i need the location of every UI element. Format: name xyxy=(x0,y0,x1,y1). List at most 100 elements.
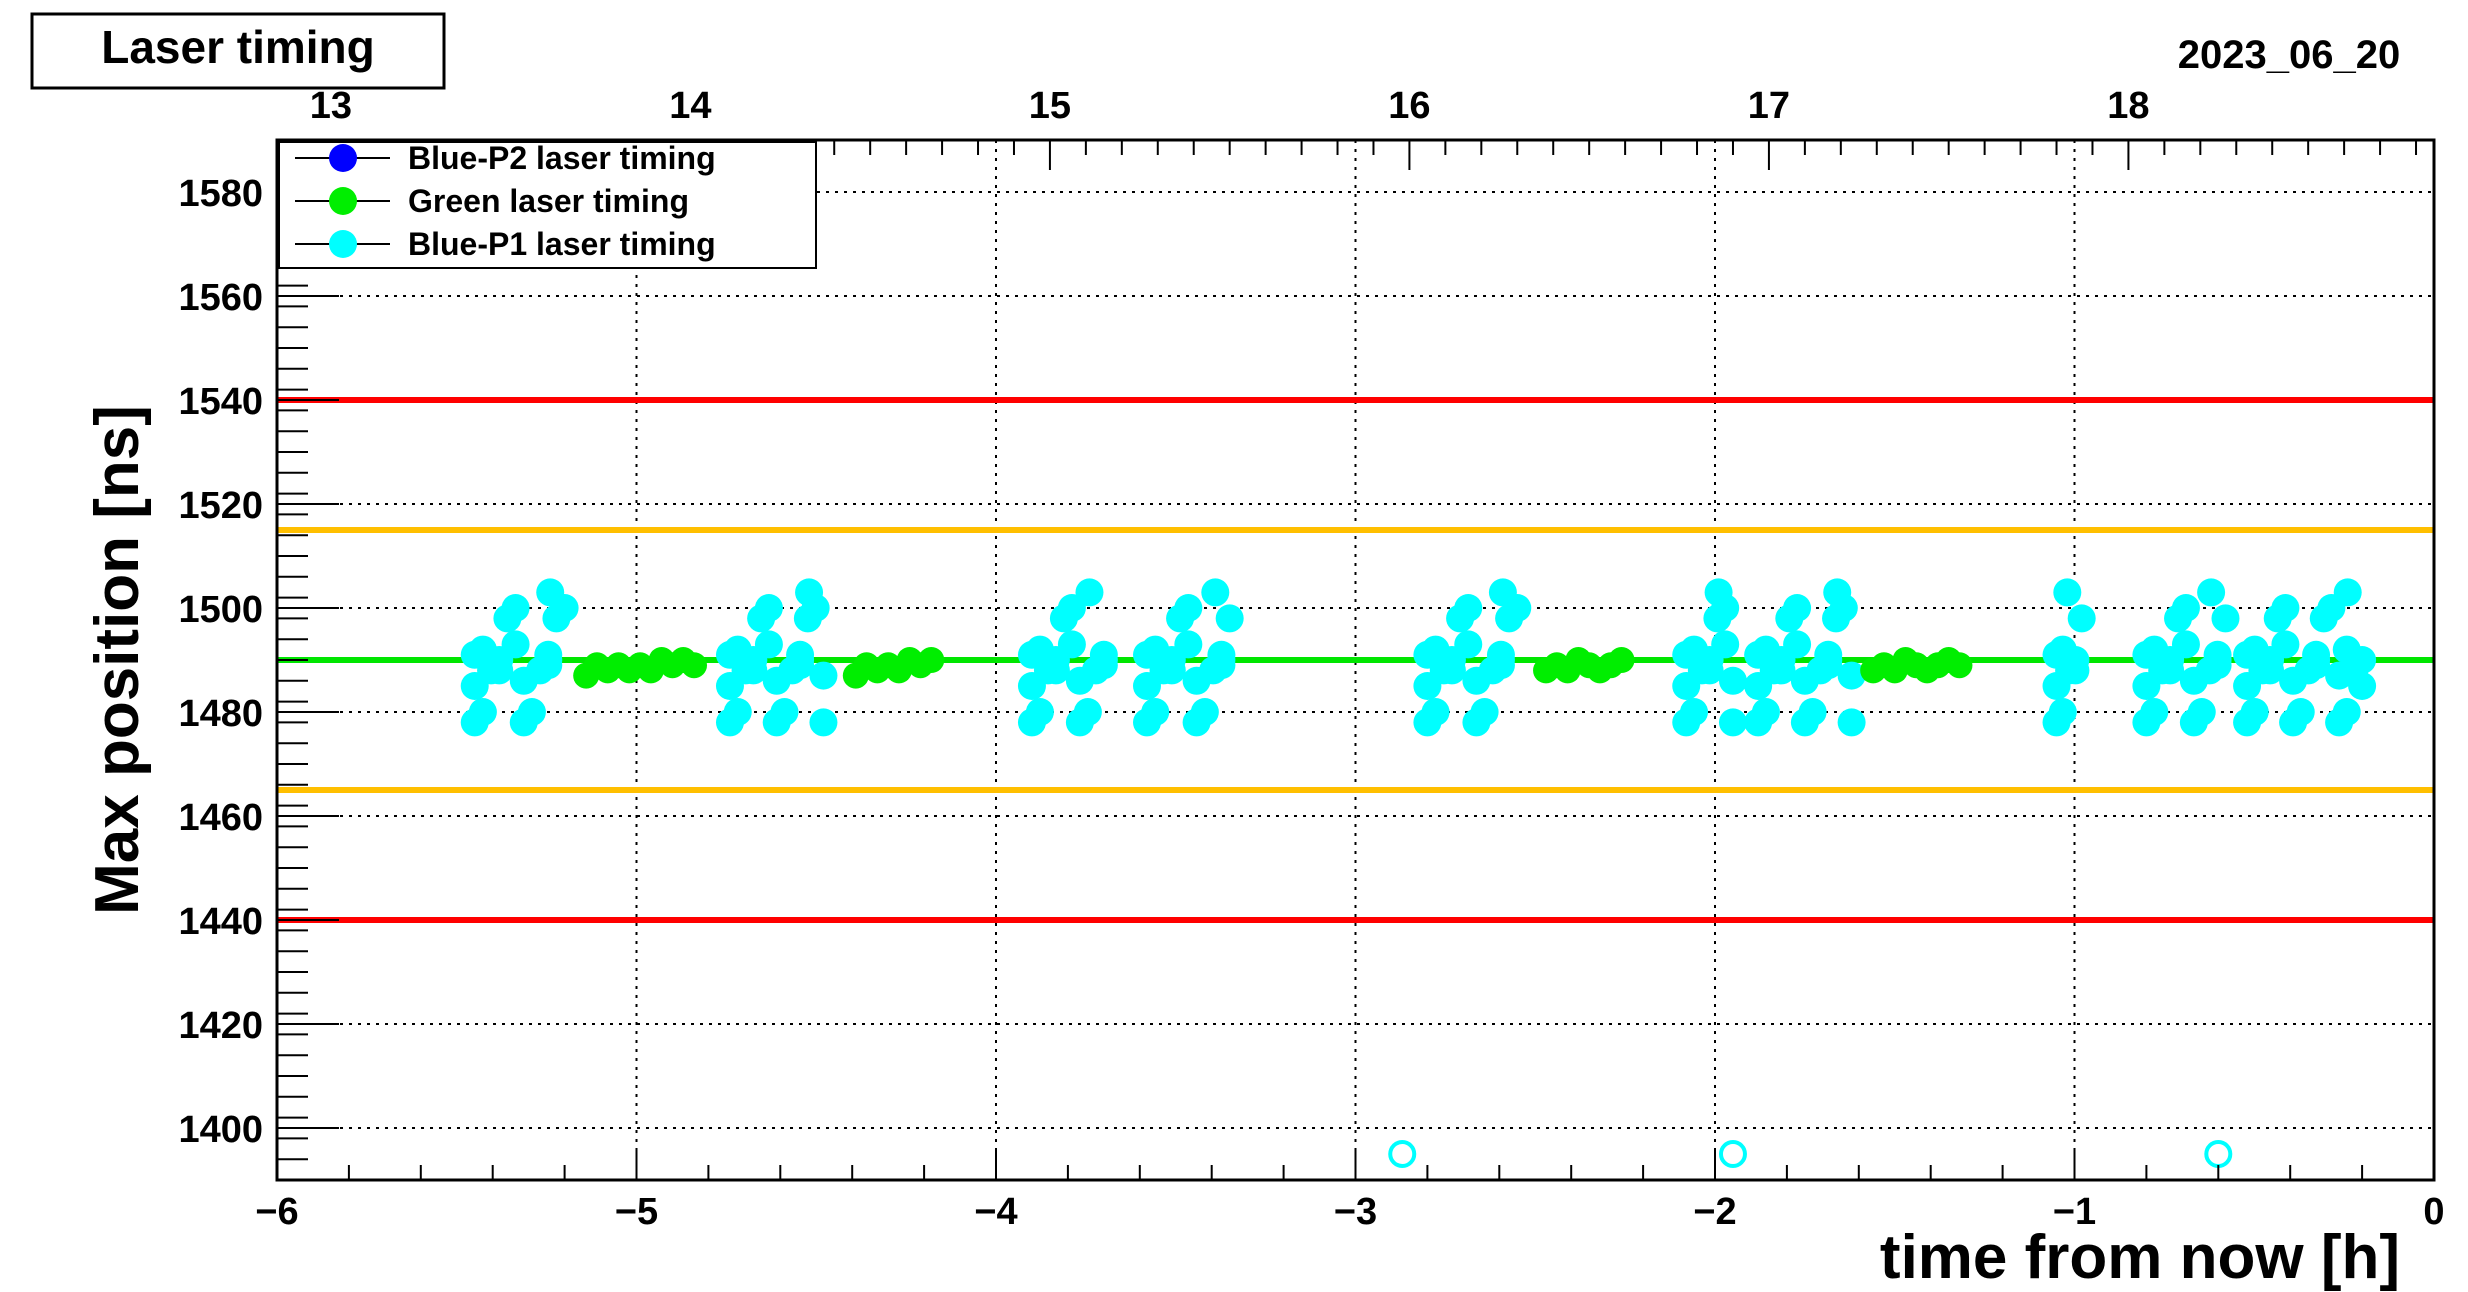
blue-p1-point xyxy=(1837,661,1866,690)
data-points xyxy=(460,578,2377,1168)
blue-p1-point xyxy=(1695,656,1724,685)
blue-p1-point xyxy=(1174,594,1203,622)
blue-p1-point xyxy=(501,630,530,659)
legend-label-green: Green laser timing xyxy=(408,183,689,219)
blue-p1-point xyxy=(1814,640,1843,669)
blue-p1-point xyxy=(1413,640,1442,669)
blue-p1-point xyxy=(1783,594,1812,622)
blue-p1-point xyxy=(1823,578,1852,607)
blue-p1-point xyxy=(2203,640,2232,669)
blue-p1-point xyxy=(517,698,546,726)
blue-p1-point xyxy=(1672,640,1701,669)
blue-p1-point xyxy=(1017,640,1046,669)
y-tick-label: 1560 xyxy=(178,277,263,319)
blue-p1-point xyxy=(1783,630,1812,659)
blue-p1-point xyxy=(536,578,565,607)
blue-p1-point xyxy=(795,578,824,607)
top-tick-label: 16 xyxy=(1388,85,1430,127)
blue-p1-point xyxy=(1089,640,1118,669)
blue-p1-point xyxy=(770,698,799,726)
x-tick-label: 0 xyxy=(2423,1191,2444,1233)
green-point xyxy=(1608,647,1635,673)
blue-p1-point xyxy=(2302,640,2331,669)
blue-p1-point xyxy=(1837,708,1866,737)
blue-p1-point xyxy=(2333,578,2362,607)
blue-p1-point xyxy=(1421,698,1450,726)
blue-p1-point xyxy=(1751,698,1780,726)
legend-item-blue-p2: Blue-P2 laser timing xyxy=(295,140,716,176)
x-tick-label: −1 xyxy=(2053,1191,2096,1233)
legend-frame xyxy=(278,141,817,269)
y-axis-label: Max position [ns] xyxy=(83,405,152,915)
y-tick-label: 1580 xyxy=(178,173,263,215)
x-tick-label: −4 xyxy=(974,1191,1017,1233)
blue-p1-point xyxy=(754,594,783,622)
x-tick-label: −5 xyxy=(615,1191,658,1233)
blue-p1-point xyxy=(1437,656,1466,685)
axes: −6 −5 −4 −3 −2 −1 0 1400 1420 1440 1460 1480 1500 152… xyxy=(178,85,2444,1233)
legend-item-green: Green laser timing xyxy=(295,183,689,219)
x-tick-label: −3 xyxy=(1334,1191,1377,1233)
blue-p1-point xyxy=(1711,630,1740,659)
blue-p1-point xyxy=(2348,672,2377,700)
legend: Blue-P2 laser timing Green laser timing … xyxy=(278,140,817,269)
blue-p1-point xyxy=(2187,698,2216,726)
blue-p1-point xyxy=(2053,578,2082,607)
blue-p1-point xyxy=(1718,708,1747,737)
blue-p1-point xyxy=(1057,630,1086,659)
blue-p1-point xyxy=(2286,698,2315,726)
blue-p1-point xyxy=(2197,578,2226,607)
blue-p1-point xyxy=(2271,594,2300,622)
y-tick-label: 1420 xyxy=(178,1005,263,1047)
blue-p1-point xyxy=(1454,630,1483,659)
blue-p1-point xyxy=(485,656,514,685)
blue-p1-point xyxy=(2061,656,2090,685)
blue-p1-point xyxy=(1798,698,1827,726)
blue-p1-point xyxy=(534,640,563,669)
blue-p1-point xyxy=(1744,640,1773,669)
green-point xyxy=(918,647,945,673)
blue-p1-point xyxy=(2271,630,2300,659)
legend-label-blue-p2: Blue-P2 laser timing xyxy=(408,140,716,176)
legend-marker-blue-p2 xyxy=(329,144,357,172)
blue-p1-point xyxy=(809,661,838,690)
top-tick-label: 18 xyxy=(2107,85,2149,127)
top-tick-label: 13 xyxy=(310,85,352,127)
date-label: 2023_06_20 xyxy=(2178,33,2400,77)
blue-p1-point xyxy=(1157,656,1186,685)
blue-p1-point xyxy=(1141,698,1170,726)
x-tick-label: −2 xyxy=(1693,1191,1736,1233)
blue-p1-point xyxy=(2211,604,2240,633)
y-tick-label: 1440 xyxy=(178,901,263,943)
blue-p1-point xyxy=(460,640,489,669)
blue-p1-point xyxy=(1470,698,1499,726)
y-tick-label: 1460 xyxy=(178,797,263,839)
blue-p1-point xyxy=(723,698,752,726)
x-tick-label: −6 xyxy=(255,1191,298,1233)
blue-p1-outlier-point xyxy=(1388,1140,1417,1168)
blue-p1-point xyxy=(1132,640,1161,669)
legend-marker-green xyxy=(329,187,357,215)
blue-p1-point xyxy=(1767,656,1796,685)
green-point xyxy=(1946,652,1973,679)
blue-p1-point xyxy=(2156,656,2185,685)
blue-p1-point xyxy=(1486,640,1515,669)
grid-lines xyxy=(277,140,2434,1180)
top-tick-label: 14 xyxy=(669,85,711,127)
blue-p1-point xyxy=(468,698,497,726)
blue-p1-point xyxy=(2042,640,2071,669)
blue-p1-point xyxy=(715,640,744,669)
blue-p1-point xyxy=(1215,604,1244,633)
blue-p1-point xyxy=(1190,698,1219,726)
blue-p1-point xyxy=(1174,630,1203,659)
legend-marker-blue-p1 xyxy=(329,230,357,258)
blue-p1-point xyxy=(754,630,783,659)
blue-p1-point xyxy=(2067,604,2096,633)
blue-p1-point xyxy=(2348,646,2377,674)
y-tick-label: 1400 xyxy=(178,1109,263,1151)
y-tick-label: 1500 xyxy=(178,589,263,631)
blue-p1-point xyxy=(2233,640,2262,669)
y-tick-label: 1480 xyxy=(178,693,263,735)
blue-p1-point xyxy=(501,594,530,622)
